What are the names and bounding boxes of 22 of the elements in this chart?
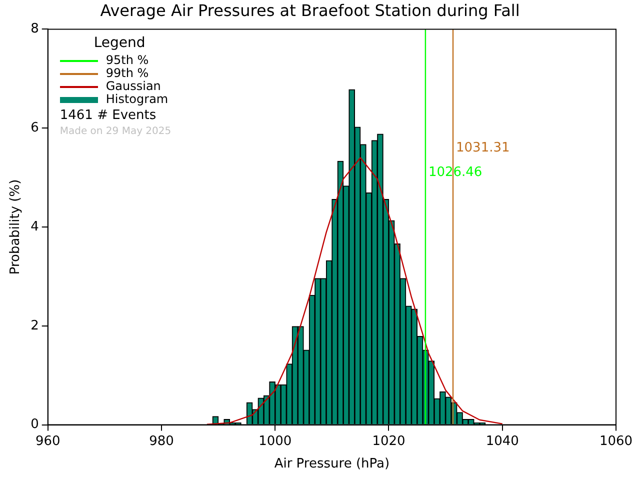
chart-title: Average Air Pressures at Braefoot Station during Fall <box>100 0 520 20</box>
legend-label: 99th % <box>106 66 149 80</box>
y-tick-label: 2 <box>30 318 39 334</box>
x-tick-label: 1060 <box>599 434 633 449</box>
y-tick-label: 6 <box>30 120 39 136</box>
y-axis-title: Probability (%) <box>8 179 24 275</box>
y-tick-label: 0 <box>30 417 39 432</box>
x-tick-label: 1020 <box>372 434 406 449</box>
legend-title: Legend <box>94 35 146 52</box>
x-axis-title: Air Pressure (hPa) <box>274 456 390 472</box>
annotation: 1031.31 <box>456 140 510 156</box>
legend-label: Gaussian <box>106 79 161 94</box>
annotation: 1461 # Events <box>60 108 158 124</box>
x-tick-label: 980 <box>149 434 174 449</box>
x-tick-label: 1000 <box>258 434 292 449</box>
legend-label: Histogram <box>106 92 168 106</box>
annotation: Made on 29 May 2025 <box>60 126 172 138</box>
x-tick-label: 1040 <box>486 434 519 449</box>
x-tick-label: 960 <box>35 434 60 449</box>
legend-label: 95th % <box>106 53 149 68</box>
y-tick-label: 8 <box>30 22 39 37</box>
y-tick-label: 4 <box>30 219 39 234</box>
